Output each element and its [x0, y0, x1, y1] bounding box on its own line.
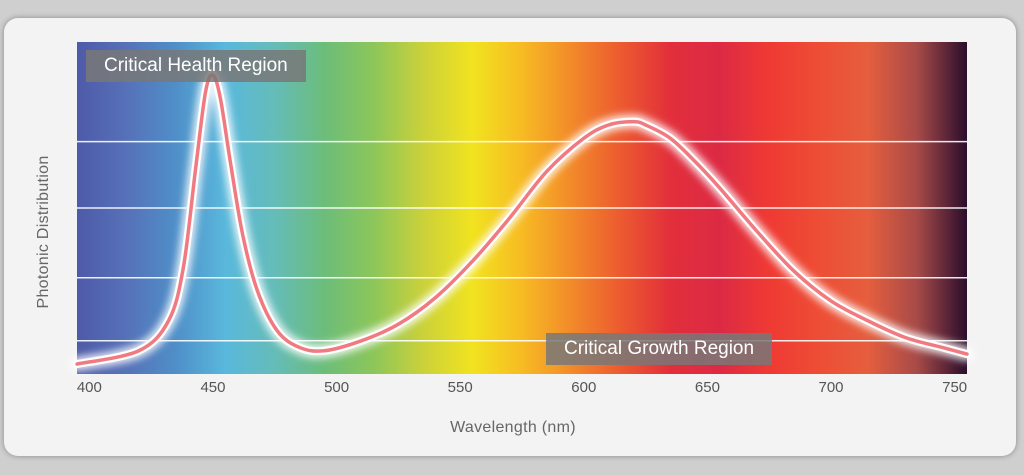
x-tick-label: 700 — [818, 379, 844, 396]
spectrum-curve — [75, 73, 969, 366]
x-tick-label: 400 — [76, 379, 102, 396]
growth-region-label: Critical Growth Region — [546, 333, 773, 365]
x-tick-label: 550 — [447, 379, 473, 396]
y-axis-title: Photonic Distribution — [35, 155, 52, 309]
x-tick-label: 750 — [942, 379, 968, 396]
curve-group — [70, 68, 974, 372]
x-axis-title: Wavelength (nm) — [450, 419, 576, 436]
x-tick-label: 600 — [571, 379, 597, 396]
x-tick-label: 650 — [694, 379, 720, 396]
x-tick-label: 500 — [324, 379, 350, 396]
health-region-label: Critical Health Region — [86, 50, 306, 82]
x-tick-label: 450 — [200, 379, 226, 396]
